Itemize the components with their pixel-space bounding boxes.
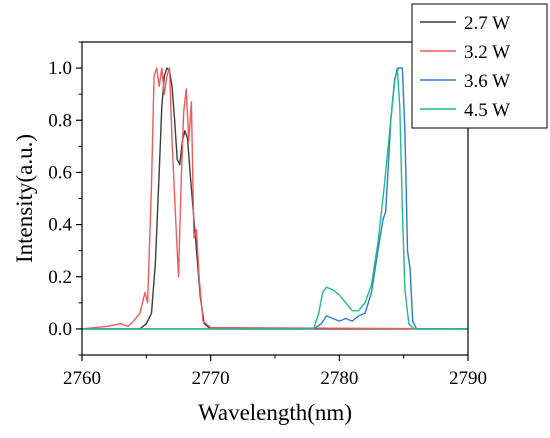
y-tick-label: 0.4 xyxy=(48,215,72,236)
y-tick-label: 0.8 xyxy=(48,110,72,131)
plot-frame xyxy=(81,41,469,356)
x-tick-label: 2770 xyxy=(192,368,230,389)
y-tick-label: 0.2 xyxy=(48,267,72,288)
series-line-1 xyxy=(82,67,468,330)
x-axis-title: Wavelength(nm) xyxy=(198,400,352,425)
legend-label: 2.7 W xyxy=(464,13,510,34)
legend-label: 4.5 W xyxy=(464,100,510,121)
y-axis-title: Intensity(a.u.) xyxy=(12,134,37,263)
x-tick-label: 2780 xyxy=(320,368,358,389)
y-tick-label: 0.0 xyxy=(48,319,72,340)
series-line-4 xyxy=(82,67,468,330)
tick-labels: 2760 2770 2780 2790 0.0 0.2 0.4 0.6 0.8 1.0 xyxy=(48,58,487,389)
y-tick-label: 1.0 xyxy=(48,58,72,79)
x-tick-label: 2760 xyxy=(63,368,101,389)
legend: 2.7 W 3.2 W 3.6 W 4.5 W xyxy=(411,3,548,129)
y-tick-label: 0.6 xyxy=(48,162,72,183)
legend-box xyxy=(411,3,548,129)
legend-label: 3.6 W xyxy=(464,71,510,92)
series-line-3 xyxy=(82,67,468,330)
x-tick-label: 2790 xyxy=(449,368,487,389)
series-line-2 xyxy=(81,67,469,330)
series-lines xyxy=(81,67,469,330)
legend-label: 3.2 W xyxy=(464,42,510,63)
axes xyxy=(76,41,469,361)
